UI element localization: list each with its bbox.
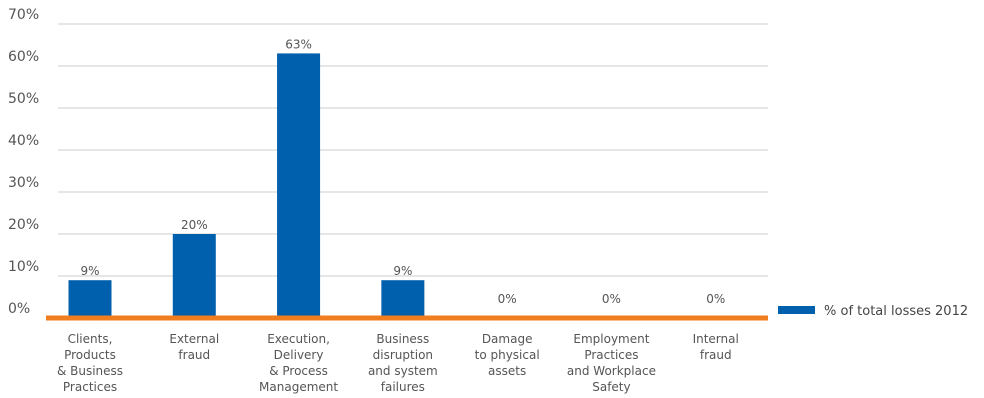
category-label: Damage bbox=[482, 332, 533, 346]
category-label: fraud bbox=[178, 348, 210, 362]
category-label: & Process bbox=[269, 364, 328, 378]
category-label: Safety bbox=[592, 380, 630, 394]
category-label: External bbox=[169, 332, 219, 346]
bar bbox=[381, 280, 425, 318]
category-label: Clients, bbox=[68, 332, 113, 346]
y-tick-label: 70% bbox=[8, 7, 39, 23]
category-label: fraud bbox=[700, 348, 732, 362]
data-label: 9% bbox=[393, 264, 412, 278]
y-tick-label: 20% bbox=[8, 217, 39, 233]
category-label: Practices bbox=[584, 348, 638, 362]
y-tick-label: 50% bbox=[8, 91, 39, 107]
category-label: & Business bbox=[57, 364, 123, 378]
category-label: to physical bbox=[475, 348, 540, 362]
y-axis-tick-labels: 0% 10% 20% 30% 40% 50% 60% 70% bbox=[8, 7, 39, 317]
category-label: and Workplace bbox=[567, 364, 656, 378]
category-label: Practices bbox=[63, 380, 117, 394]
data-labels: 9% 20% 63% 9% 0% 0% 0% bbox=[80, 37, 725, 306]
y-tick-label: 30% bbox=[8, 175, 39, 191]
category-label: Employment bbox=[573, 332, 649, 346]
data-label: 9% bbox=[80, 264, 99, 278]
y-tick-label: 40% bbox=[8, 133, 39, 149]
category-label: Delivery bbox=[274, 348, 324, 362]
legend: % of total losses 2012 bbox=[778, 304, 968, 319]
bars bbox=[68, 53, 425, 319]
category-label: disruption bbox=[373, 348, 433, 362]
category-label: Internal bbox=[693, 332, 739, 346]
bar bbox=[277, 53, 321, 319]
data-label: 20% bbox=[181, 218, 208, 232]
category-label: failures bbox=[381, 380, 425, 394]
category-label: and system bbox=[368, 364, 438, 378]
category-label: Business bbox=[376, 332, 429, 346]
category-label: Products bbox=[64, 348, 116, 362]
category-labels: Clients, Products & Business Practices Exter… bbox=[57, 332, 739, 394]
y-tick-label: 10% bbox=[8, 259, 39, 275]
data-label: 63% bbox=[285, 37, 312, 51]
category-label: assets bbox=[488, 364, 526, 378]
category-label: Execution, bbox=[267, 332, 330, 346]
data-label: 0% bbox=[498, 292, 517, 306]
data-label: 0% bbox=[706, 292, 725, 306]
data-label: 0% bbox=[602, 292, 621, 306]
legend-label: % of total losses 2012 bbox=[824, 304, 968, 319]
legend-swatch bbox=[778, 306, 815, 314]
gridlines bbox=[58, 23, 768, 277]
bar bbox=[68, 280, 112, 318]
bar bbox=[172, 234, 216, 318]
category-label: Management bbox=[259, 380, 338, 394]
y-tick-label: 0% bbox=[8, 301, 30, 317]
y-tick-label: 60% bbox=[8, 49, 39, 65]
